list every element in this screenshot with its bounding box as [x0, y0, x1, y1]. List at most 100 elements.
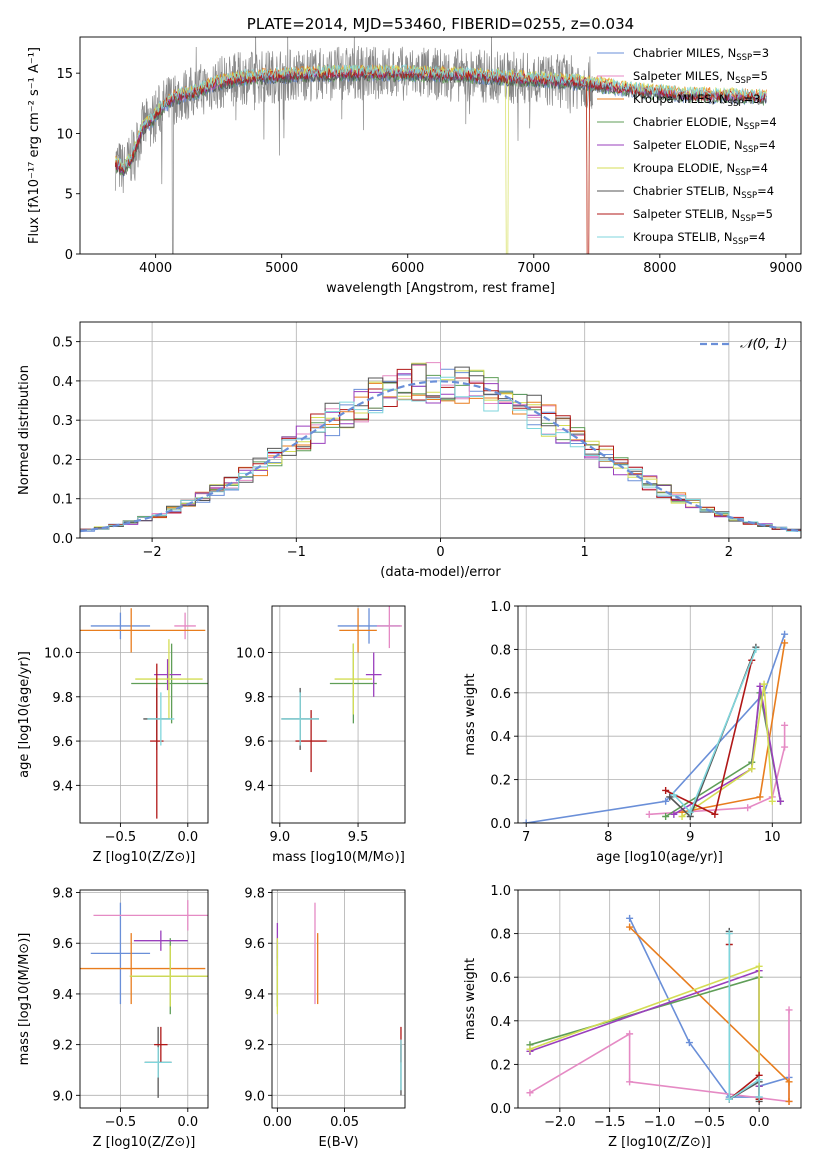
y-tick-label: 0.4 [490, 1015, 511, 1030]
x-axis-label: Z [log10(Z/Z⊙)] [93, 850, 196, 865]
y-tick-label: 9.2 [52, 1039, 73, 1054]
legend-label: Kroupa STELIB, NSSP=4 [633, 230, 765, 247]
weight-line-chabrier-miles [628, 917, 790, 1098]
y-tick-label: 9.6 [52, 735, 73, 750]
legend-label-sub: SSP [744, 122, 760, 132]
y-tick-label: 0.0 [490, 817, 511, 832]
x-tick-label: 7 [522, 830, 530, 845]
legend-label-suffix: =4 [757, 184, 774, 198]
y-tick-label: 0.2 [490, 774, 511, 789]
weight-line-kroupa-elodie [529, 965, 760, 1100]
y-axis-label: Normed distribution [17, 365, 32, 495]
y-tick-label: 0.2 [490, 1058, 511, 1073]
weight-marker [626, 923, 634, 931]
weight-marker [626, 1030, 634, 1038]
x-axis-label: mass [log10(M/M⊙)] [272, 850, 405, 865]
mass_vs_ebv-marks [276, 902, 402, 1096]
weight-marker [686, 808, 694, 816]
y-axis-label: mass weight [463, 958, 478, 1040]
age_vs_mass-marks [281, 606, 402, 773]
x-axis-label: Z [log10(Z/Z⊙)] [608, 1135, 711, 1150]
weight-marker [752, 645, 760, 653]
x-axis-label: Z [log10(Z/Z⊙)] [93, 1135, 196, 1150]
x-tick-label: 8 [604, 830, 612, 845]
weight-line-kroupa-stelib [673, 649, 757, 814]
legend-label-suffix: =4 [751, 161, 768, 175]
legend-label: Chabrier STELIB, NSSP=4 [633, 184, 774, 201]
weight-marker [781, 639, 789, 647]
axes-frame [79, 605, 209, 824]
y-tick-label: 10.0 [44, 647, 73, 662]
x-axis-label: wavelength [Angstrom, rest frame] [326, 281, 555, 296]
age_vs_Z-marks [80, 608, 208, 819]
legend-label-suffix: =4 [760, 115, 777, 129]
legend-label-sub: SSP [735, 168, 751, 178]
legend-label-suffix: =4 [759, 138, 776, 152]
y-tick-label: 9.8 [52, 691, 73, 706]
weight_vs_age-marks [522, 630, 789, 823]
y-tick-label: 9.4 [244, 988, 265, 1003]
x-axis-label: E(B-V) [318, 1135, 358, 1150]
x-tick-label: 6000 [391, 261, 424, 276]
x-tick-label: 1 [581, 545, 589, 560]
axes-frame [79, 36, 802, 255]
legend-label-sub: SSP [743, 145, 759, 155]
y-tick-label: 9.0 [244, 1089, 265, 1104]
y-tick-label: 5 [65, 188, 73, 203]
legend-label-sub: SSP [741, 191, 757, 201]
axes-frame [271, 889, 406, 1109]
residuals-marks [80, 362, 801, 534]
weight-marker [666, 793, 674, 801]
legend-label-text: Kroupa MILES, N [633, 92, 728, 106]
weight-marker [785, 1078, 793, 1086]
legend-label: Salpeter STELIB, NSSP=5 [633, 207, 773, 224]
spectrum-marks [114, 37, 767, 254]
weight-line-salpeter-elodie [673, 686, 782, 815]
y-tick-label: 9.0 [52, 1089, 73, 1104]
y-tick-label: 0.8 [490, 643, 511, 658]
y-axis-label: mass [log10(M/M⊙)] [17, 933, 32, 1066]
weight-marker [725, 930, 733, 938]
x-tick-label: −2.0 [544, 1115, 576, 1130]
x-axis-label: age [log10(age/yr)] [596, 850, 723, 865]
legend-label-sub: SSP [735, 76, 751, 86]
legend-label-suffix: =3 [743, 92, 760, 106]
weight-marker [645, 810, 653, 818]
x-tick-label: 9.0 [269, 830, 290, 845]
x-tick-label: −1 [287, 545, 306, 560]
y-tick-label: 15 [56, 67, 73, 82]
y-tick-label: 9.4 [52, 779, 73, 794]
weight-line-salpeter-stelib [665, 660, 753, 816]
legend-label: Kroupa ELODIE, NSSP=4 [633, 161, 768, 178]
x-tick-label: 7000 [517, 261, 550, 276]
weight-marker [662, 797, 670, 805]
legend-label-text: Chabrier STELIB, N [633, 184, 741, 198]
x-axis-label: (data-model)/error [380, 565, 501, 580]
y-tick-label: 0.2 [52, 453, 73, 468]
y-tick-label: 10 [56, 127, 73, 142]
legend-label-sub: SSP [740, 214, 756, 224]
y-tick-label: 9.6 [244, 937, 265, 952]
y-tick-label: 9.6 [52, 937, 73, 952]
weight-line-kroupa-stelib [728, 933, 760, 1101]
legend-label-text: Kroupa STELIB, N [633, 230, 733, 244]
weight-marker [662, 812, 670, 820]
weight-marker [781, 630, 789, 638]
x-tick-label: −1.0 [644, 1115, 676, 1130]
x-tick-label: −0.5 [105, 830, 137, 845]
x-tick-label: 0.0 [177, 1115, 198, 1130]
weight-marker [711, 810, 719, 818]
legend-label: Chabrier ELODIE, NSSP=4 [633, 115, 777, 132]
y-tick-label: 0.0 [52, 532, 73, 547]
x-tick-label: −2 [143, 545, 162, 560]
x-tick-label: 0.0 [177, 830, 198, 845]
legend-label-text: Salpeter ELODIE, N [633, 138, 743, 152]
y-tick-label: 0.4 [52, 375, 73, 390]
y-tick-label: 0.8 [490, 928, 511, 943]
y-axis-label: mass weight [463, 673, 478, 755]
y-tick-label: 0.1 [52, 493, 73, 508]
weight-marker [776, 797, 784, 805]
normal-curve [80, 380, 801, 533]
y-tick-label: 9.8 [244, 887, 265, 902]
weight-marker [725, 1095, 733, 1103]
